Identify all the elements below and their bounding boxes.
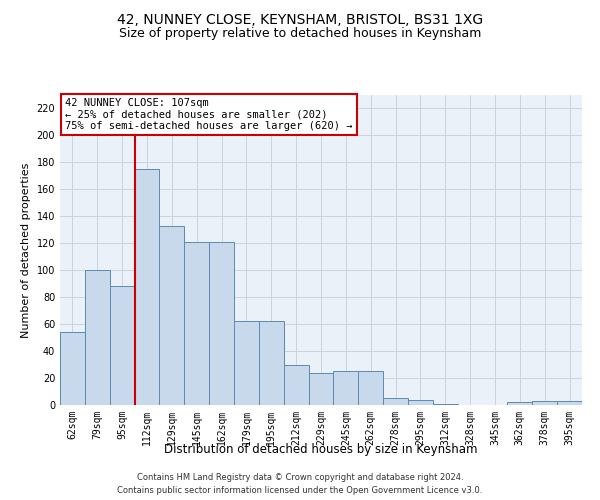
Text: 42 NUNNEY CLOSE: 107sqm
← 25% of detached houses are smaller (202)
75% of semi-d: 42 NUNNEY CLOSE: 107sqm ← 25% of detache… xyxy=(65,98,353,132)
Text: Contains HM Land Registry data © Crown copyright and database right 2024.: Contains HM Land Registry data © Crown c… xyxy=(137,472,463,482)
Bar xyxy=(110,286,134,405)
Bar xyxy=(358,372,383,405)
Bar xyxy=(184,242,209,405)
Y-axis label: Number of detached properties: Number of detached properties xyxy=(21,162,31,338)
Bar xyxy=(60,332,85,405)
Bar xyxy=(508,402,532,405)
Bar xyxy=(308,372,334,405)
Bar xyxy=(383,398,408,405)
Text: Contains public sector information licensed under the Open Government Licence v3: Contains public sector information licen… xyxy=(118,486,482,495)
Bar xyxy=(408,400,433,405)
Bar xyxy=(160,226,184,405)
Bar xyxy=(234,322,259,405)
Bar xyxy=(433,404,458,405)
Text: 42, NUNNEY CLOSE, KEYNSHAM, BRISTOL, BS31 1XG: 42, NUNNEY CLOSE, KEYNSHAM, BRISTOL, BS3… xyxy=(117,12,483,26)
Bar xyxy=(134,169,160,405)
Text: Distribution of detached houses by size in Keynsham: Distribution of detached houses by size … xyxy=(164,442,478,456)
Bar xyxy=(284,364,308,405)
Bar xyxy=(209,242,234,405)
Bar xyxy=(334,372,358,405)
Text: Size of property relative to detached houses in Keynsham: Size of property relative to detached ho… xyxy=(119,28,481,40)
Bar xyxy=(259,322,284,405)
Bar xyxy=(557,401,582,405)
Bar xyxy=(85,270,110,405)
Bar xyxy=(532,401,557,405)
